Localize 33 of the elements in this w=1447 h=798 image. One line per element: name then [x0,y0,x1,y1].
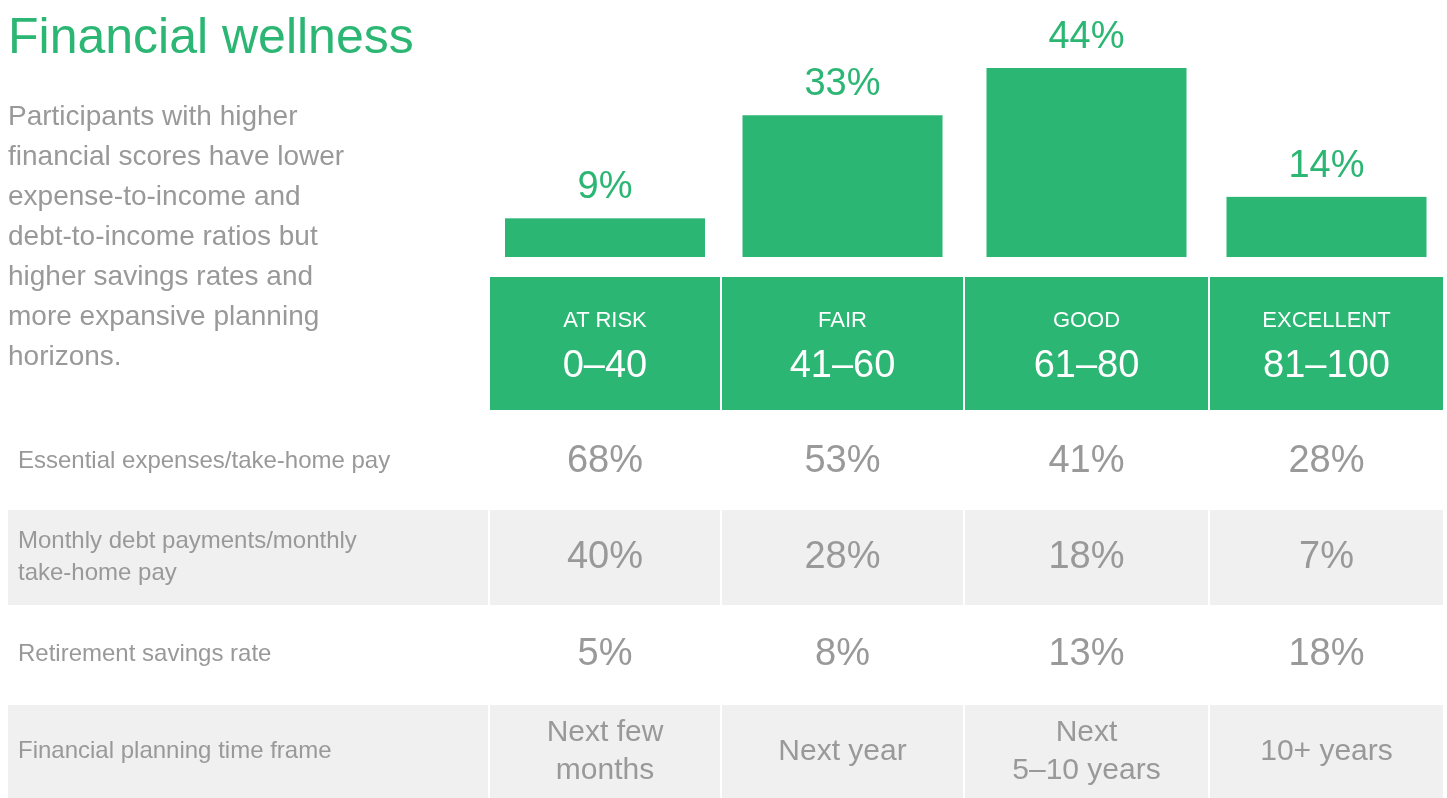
chart-title: Financial wellness [8,8,414,64]
bar [505,218,705,257]
data-label: 14% [1288,142,1365,185]
text: 40% [566,533,644,576]
text: Next few months [546,713,664,785]
text: 68% [566,437,644,480]
text: Retirement savings rate [18,638,272,666]
text: Essential expenses/take-home pay [18,445,391,473]
text: Financial planning time frame [18,735,332,763]
data-label: 33% [804,61,881,104]
text: Participants with higher financial scores have lower expense-to-income and debt-to-income ratios but higher savings rates and more expansive planning horizons. [8,100,345,371]
text: 18% [1288,630,1365,673]
text: 28% [1288,437,1365,480]
data-label: 9% [577,164,633,207]
bar [1226,196,1427,257]
text: 13% [1048,630,1125,673]
text: Monthly debt payments/monthly take-home pay [18,525,357,585]
text: 18% [1048,533,1125,576]
text: 5% [577,630,633,673]
text: Next year [778,732,907,766]
text: 10+ years [1260,732,1393,766]
text: 7% [1299,533,1354,576]
text: Next 5–10 years [1012,713,1161,785]
data-label: 44% [1048,14,1125,56]
text: 41% [1048,437,1125,480]
x-tick-label: EXCELLENT 81–100 [1262,307,1391,385]
text: 8% [815,630,870,673]
text: 28% [804,533,881,576]
x-tick-label: GOOD 61–80 [1033,307,1140,385]
text: 53% [804,437,881,480]
x-tick-label: AT RISK 0–40 [562,307,648,385]
bar [986,68,1187,257]
x-tick-label: FAIR 41–60 [789,307,896,385]
